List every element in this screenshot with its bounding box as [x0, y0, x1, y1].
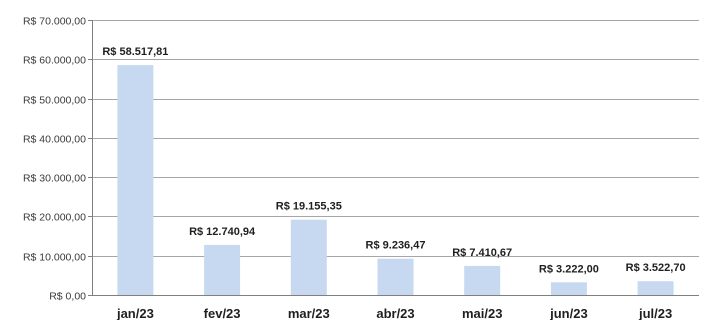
bars — [117, 65, 674, 295]
y-tick-label: R$ 0,00 — [49, 291, 86, 303]
x-axis-tick-labels: jan/23 fev/23 mar/23 abr/23 mai/23 jun/23 jul/… — [116, 306, 672, 320]
x-tick-label: mar/23 — [288, 306, 330, 320]
x-tick-label: abr/23 — [376, 306, 414, 320]
bar-jun-23 — [550, 282, 587, 295]
data-label: R$ 7.410,67 — [452, 247, 512, 259]
x-tick-label: mai/23 — [462, 306, 502, 320]
data-label: R$ 19.155,35 — [276, 201, 342, 213]
y-axis-tick-labels: R$ 0,00 R$ 10.000,00 R$ 20.000,00 R$ 30.000… — [23, 16, 86, 303]
bar-jul-23 — [637, 281, 674, 295]
y-tick-label: R$ 50.000,00 — [23, 95, 86, 107]
bar-mar-23 — [290, 219, 327, 295]
data-label: R$ 58.517,81 — [102, 46, 168, 58]
y-tick-label: R$ 30.000,00 — [23, 173, 86, 185]
bar-fev-23 — [204, 244, 241, 295]
y-tick-label: R$ 40.000,00 — [23, 134, 86, 146]
gridlines — [88, 20, 699, 296]
data-label: R$ 3.222,00 — [539, 263, 599, 275]
data-label: R$ 9.236,47 — [366, 240, 426, 252]
data-label: R$ 12.740,94 — [189, 226, 256, 238]
x-tick-label: fev/23 — [204, 306, 241, 320]
bar-jan-23 — [117, 65, 154, 295]
data-labels: R$ 58.517,81 R$ 12.740,94 R$ 19.155,35 R$ 9… — [102, 46, 685, 275]
x-tick-label: jun/23 — [549, 306, 588, 320]
y-tick-label: R$ 70.000,00 — [23, 16, 86, 28]
data-label: R$ 3.522,70 — [626, 262, 686, 274]
y-tick-label: R$ 60.000,00 — [23, 55, 86, 67]
x-tick-label: jul/23 — [638, 306, 672, 320]
y-tick-label: R$ 10.000,00 — [23, 252, 86, 264]
y-tick-label: R$ 20.000,00 — [23, 212, 86, 224]
bar-abr-23 — [377, 258, 414, 295]
x-tick-label: jan/23 — [116, 306, 154, 320]
bar-mai-23 — [464, 265, 501, 295]
